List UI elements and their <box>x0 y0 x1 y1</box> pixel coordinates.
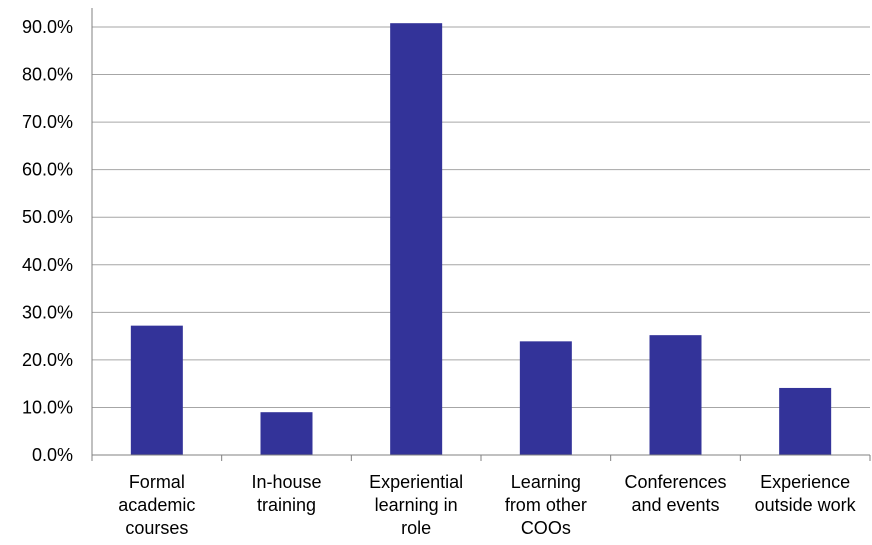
x-category-label: Experience outside work <box>755 472 857 515</box>
x-category-label: Formal academic courses <box>118 472 195 538</box>
y-tick-label: 50.0% <box>22 207 73 227</box>
x-category-label: Conferences and events <box>624 472 726 515</box>
x-category-label: Experiential learning in role <box>369 472 463 538</box>
y-tick-label: 80.0% <box>22 65 73 85</box>
bar <box>260 412 313 455</box>
x-category-label: In-house training <box>251 472 321 515</box>
axes <box>91 8 871 461</box>
y-tick-label: 10.0% <box>22 397 73 417</box>
y-tick-label: 60.0% <box>22 160 73 180</box>
x-category-label: Learning from other COOs <box>505 472 587 538</box>
y-tick-label: 0.0% <box>32 445 73 465</box>
y-tick-labels: 0.0% 10.0% 20.0% 30.0% 40.0% 50.0% 60.0% 70.0% 8… <box>22 17 73 465</box>
bar <box>390 23 443 455</box>
category-labels: Formal academic courses In-house training Exp… <box>118 472 856 538</box>
y-tick-label: 20.0% <box>22 350 73 370</box>
bar <box>779 387 832 455</box>
gridlines <box>92 26 870 408</box>
y-tick-label: 70.0% <box>22 112 73 132</box>
y-tick-label: 90.0% <box>22 17 73 37</box>
y-tick-label: 30.0% <box>22 302 73 322</box>
bar <box>130 325 183 455</box>
bar <box>649 335 702 455</box>
bars <box>130 23 832 455</box>
y-tick-label: 40.0% <box>22 255 73 275</box>
bar <box>519 341 572 455</box>
